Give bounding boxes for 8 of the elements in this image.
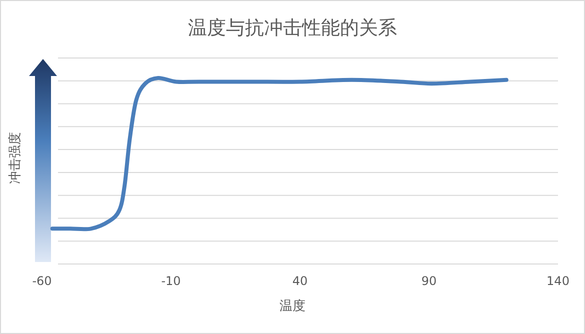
x-axis-title: 温度 xyxy=(280,298,306,314)
chart-title: 温度与抗冲击性能的关系 xyxy=(188,17,397,39)
y-axis-title: 冲击强度 xyxy=(7,132,23,184)
x-tick-label: 40 xyxy=(292,274,308,288)
x-tick-label: 140 xyxy=(546,274,570,288)
x-tick-label: -60 xyxy=(32,274,52,288)
x-tick-label: -10 xyxy=(161,274,181,288)
x-tick-label: 90 xyxy=(421,274,437,288)
